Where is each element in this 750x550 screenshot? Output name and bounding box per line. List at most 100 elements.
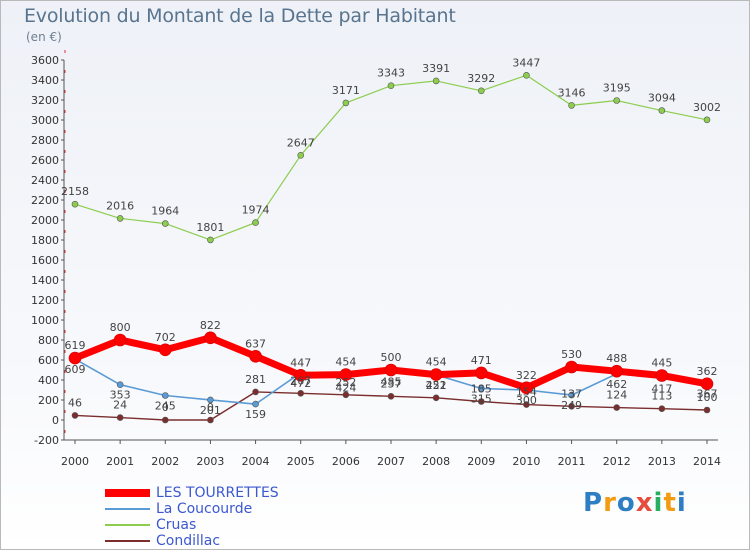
legend-item-cruas[interactable]: Cruas	[105, 517, 279, 533]
data-point-condillac	[703, 406, 711, 414]
data-point-cruas	[207, 236, 214, 244]
x-tick-label: 2000	[61, 455, 89, 468]
data-point-condillac	[116, 414, 124, 421]
data-point-les-tourrettes	[565, 360, 578, 374]
legend-label-cruas: Cruas	[156, 517, 197, 533]
data-label-cruas: 3447	[512, 56, 540, 69]
data-label-la-coucourde: 249	[561, 399, 582, 412]
data-label-la-coucourde: 367	[697, 387, 718, 400]
legend: LES TOURRETTES La Coucourde Cruas Condil…	[105, 485, 279, 549]
data-label-les-tourrettes: 445	[651, 357, 672, 370]
data-point-condillac	[613, 404, 621, 411]
data-point-cruas	[523, 72, 530, 79]
proxiti-logo: Proxiti	[583, 488, 687, 518]
data-label-cruas: 2647	[287, 136, 315, 149]
data-point-condillac	[297, 389, 305, 397]
y-tick-label: 600	[38, 354, 59, 367]
data-label-cruas: 1801	[196, 221, 224, 234]
data-label-condillac: 154	[516, 386, 537, 399]
data-point-cruas	[568, 102, 575, 109]
legend-label-condillac: Condillac	[156, 533, 221, 549]
data-label-cruas: 1974	[242, 204, 270, 217]
data-point-condillac	[568, 402, 575, 410]
data-label-la-coucourde: 472	[290, 377, 311, 390]
data-label-cruas: 2016	[106, 199, 134, 212]
data-point-cruas	[71, 200, 79, 208]
data-label-les-tourrettes: 362	[697, 365, 718, 378]
x-tick-label: 2001	[106, 455, 134, 468]
data-point-la-coucourde	[161, 392, 169, 399]
data-point-condillac	[387, 392, 395, 400]
legend-swatch-les-tourrettes	[105, 489, 150, 497]
y-tick-label: -200	[34, 434, 59, 447]
data-label-la-coucourde: 245	[155, 400, 176, 413]
data-label-les-tourrettes: 454	[335, 356, 356, 369]
y-tick-label: 2800	[31, 134, 59, 147]
data-point-les-tourrettes	[294, 368, 308, 382]
data-point-condillac	[658, 405, 666, 413]
y-tick-label: 2000	[31, 214, 59, 227]
data-label-condillac: 0	[162, 401, 169, 414]
y-tick-label: 1000	[31, 314, 59, 327]
legend-item-condillac[interactable]: Condillac	[105, 533, 279, 549]
data-label-condillac: 281	[245, 373, 266, 386]
x-tick-label: 2002	[151, 455, 179, 468]
data-point-la-coucourde	[252, 400, 259, 408]
legend-item-la-coucourde[interactable]: La Coucourde	[105, 501, 279, 517]
data-label-la-coucourde: 485	[381, 376, 402, 389]
data-label-condillac: 124	[606, 389, 627, 402]
data-point-cruas	[703, 116, 711, 124]
data-point-condillac	[523, 401, 530, 408]
y-tick-label: 2600	[31, 154, 59, 167]
data-point-condillac	[71, 412, 79, 419]
data-label-la-coucourde: 451	[426, 379, 447, 392]
data-label-les-tourrettes: 322	[516, 369, 537, 382]
data-label-condillac: 267	[290, 374, 311, 387]
data-point-cruas	[116, 215, 124, 222]
data-label-la-coucourde: 609	[65, 363, 86, 376]
data-point-les-tourrettes	[520, 381, 533, 395]
y-tick-label: 3600	[31, 54, 59, 67]
y-tick-label: 200	[38, 394, 59, 407]
data-point-les-tourrettes	[700, 377, 714, 391]
data-point-cruas	[432, 77, 440, 85]
data-label-les-tourrettes: 702	[155, 331, 176, 344]
data-label-la-coucourde: 159	[245, 408, 266, 421]
data-label-les-tourrettes: 447	[290, 356, 311, 369]
data-label-condillac: 252	[335, 376, 356, 389]
data-point-cruas	[658, 107, 666, 114]
legend-item-les-tourrettes[interactable]: LES TOURRETTES	[105, 485, 279, 501]
data-label-la-coucourde: 300	[516, 394, 537, 407]
data-point-condillac	[161, 416, 169, 424]
data-point-les-tourrettes	[68, 351, 82, 365]
data-point-les-tourrettes	[204, 331, 217, 345]
data-label-cruas: 3002	[693, 101, 721, 114]
y-tick-label: 3200	[31, 94, 59, 107]
data-label-cruas: 3292	[467, 72, 495, 85]
data-point-la-coucourde	[207, 396, 214, 404]
data-point-les-tourrettes	[384, 363, 398, 377]
data-label-condillac: 46	[68, 396, 82, 409]
legend-label-les-tourrettes: LES TOURRETTES	[156, 485, 279, 501]
data-label-condillac: 0	[207, 401, 214, 414]
data-point-condillac	[207, 416, 214, 424]
x-tick-label: 2014	[693, 455, 721, 468]
data-label-cruas: 3195	[603, 82, 631, 95]
y-tick-label: 2400	[31, 174, 59, 187]
data-label-la-coucourde: 417	[651, 382, 672, 395]
data-point-les-tourrettes	[249, 349, 262, 363]
x-tick-label: 2009	[467, 455, 495, 468]
data-label-condillac: 137	[561, 387, 582, 400]
x-tick-label: 2006	[332, 455, 360, 468]
data-label-les-tourrettes: 530	[561, 348, 582, 361]
data-label-condillac: 113	[651, 390, 672, 403]
data-point-condillac	[477, 398, 485, 405]
data-point-cruas	[387, 82, 395, 89]
y-tick-label: 800	[38, 334, 59, 347]
y-tick-label: 3000	[31, 114, 59, 127]
data-point-les-tourrettes	[339, 368, 353, 381]
y-tick-label: 1200	[31, 294, 59, 307]
data-label-les-tourrettes: 488	[606, 352, 627, 365]
data-label-cruas: 3343	[377, 67, 405, 80]
